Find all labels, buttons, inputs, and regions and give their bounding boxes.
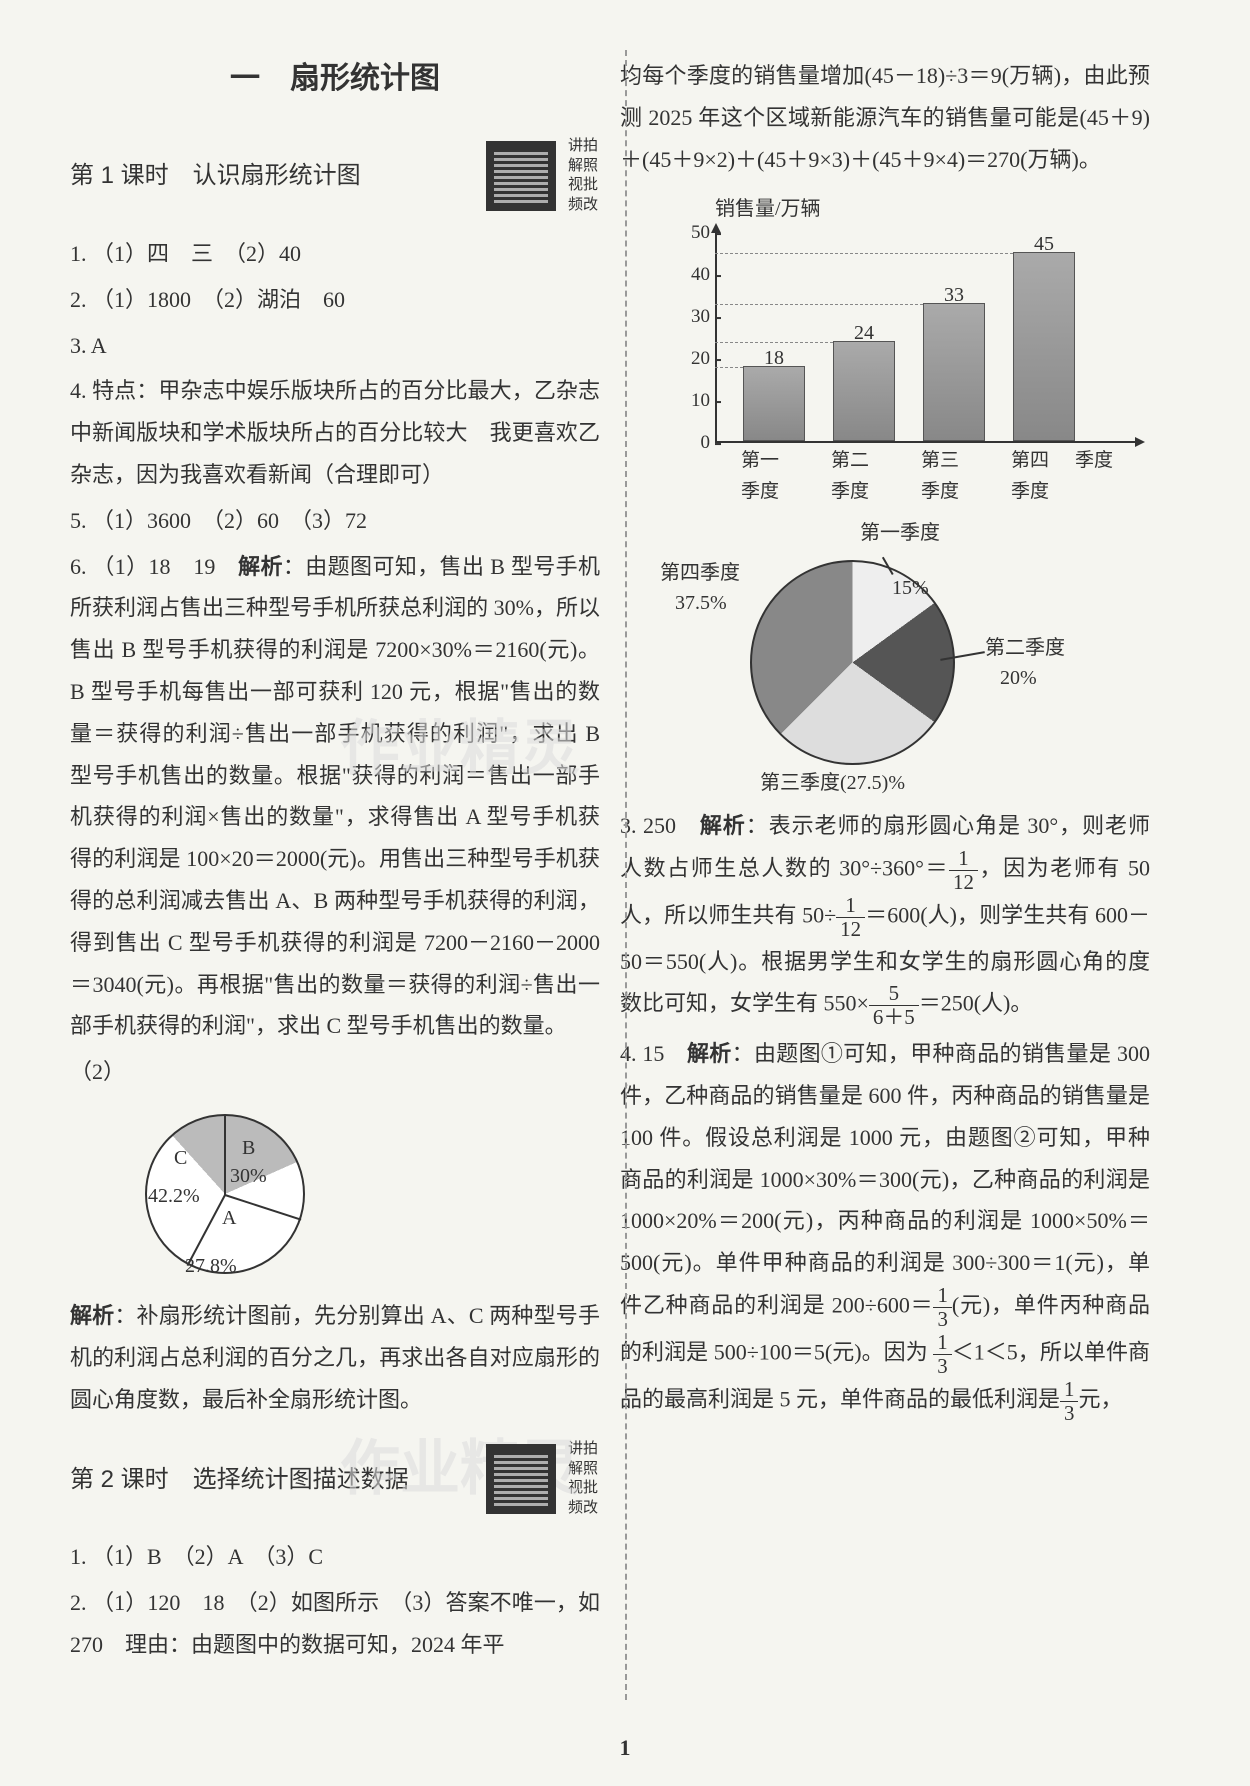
qr-label: 讲拍解照视批频改 [568,137,600,215]
bar-chart: 销售量/万辆 0 10 20 30 40 50 18 [660,190,1120,504]
pie-label-q2-pct: 20% [1000,665,1037,691]
guide-line [715,304,953,305]
qr-code-icon [486,1444,556,1514]
pie-label-c-pct: 42.2% [148,1177,200,1215]
pie-label-b-pct: 30% [230,1157,267,1195]
bar-q4: 45 [1013,252,1075,441]
answer-2: 2. （1）1800 （2）湖泊 60 [70,279,600,321]
bar-q3: 33 [923,303,985,442]
page-number: 1 [620,1735,631,1761]
bar-chart-y-title: 销售量/万辆 [715,190,1120,228]
ytick: 50 [670,215,710,251]
analysis-label: 解析 [700,813,746,838]
bar-value: 45 [1034,225,1054,263]
answer-6-2-prefix: （2） [70,1051,600,1093]
ytick: 30 [670,299,710,335]
y-axis-arrow-icon [711,223,721,233]
ytick: 40 [670,257,710,293]
section-1-title: 第 1 课时 认识扇形统计图 [70,153,474,199]
right-column: 均每个季度的销售量增加(45－18)÷3＝9(万辆)，由此预测 2025 年这个… [620,50,1150,1670]
bar-plot-area: 0 10 20 30 40 50 18 24 33 [715,233,1120,443]
pie-divider [224,1115,226,1195]
ytick: 20 [670,341,710,377]
pie-label-q1-pct: 15% [892,575,929,601]
section-2-title: 第 2 课时 选择统计图描述数据 [70,1457,474,1503]
qr-label: 讲拍解照视批频改 [568,1440,600,1518]
bar-q1: 18 [743,366,805,442]
pie-label-q3: 第三季度(27.5)% [760,770,905,796]
analysis-label: 解析 [238,554,283,579]
pie-label-q4-pct: 37.5% [675,590,727,616]
qr-code-icon [486,141,556,211]
answer-5: 5. （1）3600 （2）60 （3）72 [70,500,600,542]
bar-value: 24 [854,314,874,352]
pie-label-q1: 第一季度 [860,520,940,546]
answer-4: 4. 特点：甲杂志中娱乐版块所占的百分比最大，乙杂志中新闻版块和学术版块所占的百… [70,370,600,495]
answer-6-1: 6. （1）18 19 解析：由题图可知，售出 B 型号手机所获利润占售出三种型… [70,546,600,1048]
bar-q2: 24 [833,341,895,442]
small-pie-chart: B 30% A 27.8% C 42.2% [130,1099,320,1289]
answer-r4: 4. 15 解析：由题图①可知，甲种商品的销售量是 300 件，乙种商品的销售量… [620,1033,1150,1425]
analysis-label: 解析 [687,1041,732,1066]
section-2-header: 第 2 课时 选择统计图描述数据 讲拍解照视批频改 [70,1440,600,1518]
pie-label-c: C [174,1139,187,1177]
s2-answer-2-cont: 均每个季度的销售量增加(45－18)÷3＝9(万辆)，由此预测 2025 年这个… [620,55,1150,180]
left-column: 一 扇形统计图 第 1 课时 认识扇形统计图 讲拍解照视批频改 1. （1）四 … [70,50,600,1670]
x-axis-arrow-icon [1135,437,1145,447]
bar-value: 33 [944,276,964,314]
answer-3: 3. A [70,325,600,367]
answer-1: 1. （1）四 三 （2）40 [70,233,600,275]
x-axis-line [715,441,1135,443]
s2-answer-2: 2. （1）120 18 （2）如图所示 （3）答案不唯一，如 270 理由：由… [70,1582,600,1666]
x-unit: 季度 [1075,449,1113,474]
pie-label-a: A [222,1199,236,1237]
guide-line [715,253,1043,254]
y-axis-line [715,233,717,443]
pie-label-a-pct: 27.8% [185,1247,237,1285]
ytick: 0 [670,425,710,461]
bar-value: 18 [764,339,784,377]
s2-answer-1: 1. （1）B （2）A （3）C [70,1536,600,1578]
chapter-title: 一 扇形统计图 [70,50,600,107]
answer-6-2-explain: 解析：补扇形统计图前，先分别算出 A、C 两种型号手机的利润占总利润的百分之几，… [70,1295,600,1420]
x-tick-labels: 第一 第二 第三 第四 季度 [715,449,1120,474]
pie-label-q2: 第二季度 [985,635,1065,661]
big-pie-chart: 第一季度 15% 第二季度 20% 第三季度(27.5)% 第四季度 37.5% [620,520,1120,800]
column-divider [625,50,627,1700]
x-tick-labels-2: 季度 季度 季度 季度 [715,480,1120,505]
section-1-header: 第 1 课时 认识扇形统计图 讲拍解照视批频改 [70,137,600,215]
analysis-label: 解析 [70,1303,114,1328]
answer-r3: 3. 250 解析：表示老师的扇形圆心角是 30°，则老师人数占师生总人数的 3… [620,805,1150,1030]
ytick: 10 [670,383,710,419]
pie-label-q4: 第四季度 [660,560,740,586]
